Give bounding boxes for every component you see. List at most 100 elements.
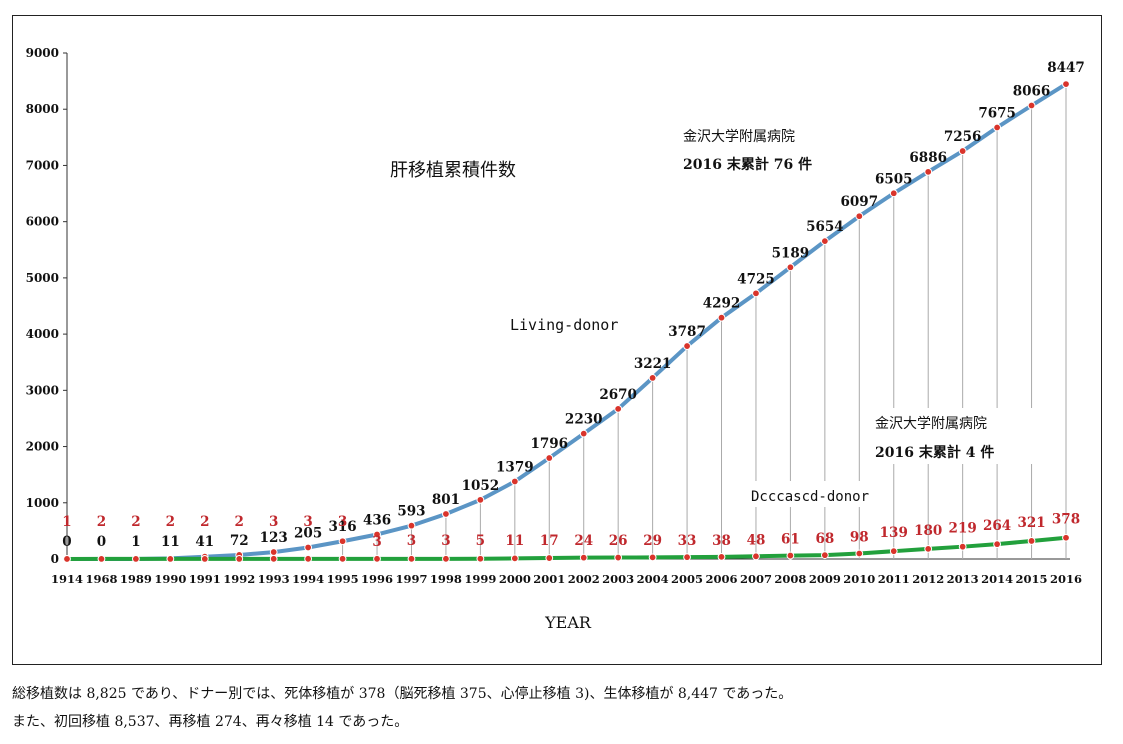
data-point xyxy=(648,553,657,562)
data-label-living: 3787 xyxy=(668,324,706,340)
x-tick-label: 1998 xyxy=(430,572,462,586)
data-label-living: 4292 xyxy=(703,296,741,312)
data-point xyxy=(683,342,691,350)
data-point xyxy=(614,553,623,562)
y-tick-label: 9000 xyxy=(26,46,59,60)
data-label-living: 8066 xyxy=(1013,84,1051,100)
chart-title: 肝移植累積件数 xyxy=(390,160,516,181)
data-label-deceased: 11 xyxy=(505,533,524,549)
data-point xyxy=(648,374,657,382)
data-label-living: 7675 xyxy=(978,105,1016,121)
data-label-deceased: 2 xyxy=(131,514,140,530)
data-label-living: 2670 xyxy=(599,387,637,403)
x-tick-label: 2014 xyxy=(981,572,1013,586)
data-label-deceased: 219 xyxy=(949,521,977,537)
y-tick-label: 6000 xyxy=(26,215,59,229)
data-point xyxy=(407,554,416,563)
x-tick-label: 1968 xyxy=(85,572,117,586)
y-tick-label: 5000 xyxy=(26,271,59,285)
data-point xyxy=(166,554,175,563)
data-point xyxy=(786,551,795,560)
annotation-kanazawa-deceased-2: 2016 末累計 4 件 xyxy=(875,444,994,461)
x-tick-label: 2016 xyxy=(1050,572,1082,586)
x-tick-label: 2008 xyxy=(774,572,806,586)
annotation-kanazawa-living-1: 金沢大学附属病院 xyxy=(683,129,795,145)
data-point xyxy=(476,495,485,504)
data-label-living: 4725 xyxy=(737,271,775,287)
x-tick-label: 2000 xyxy=(499,572,531,586)
data-point xyxy=(63,555,71,563)
data-point xyxy=(752,289,760,298)
summary-note-1: 総移植数は 8,825 であり、ドナー別では、死体移植が 378（脳死移植 37… xyxy=(12,686,793,702)
data-label-deceased: 3 xyxy=(441,533,450,549)
data-label-deceased: 38 xyxy=(712,533,731,549)
y-tick-label: 3000 xyxy=(26,383,59,397)
data-label-living: 8447 xyxy=(1047,60,1085,76)
data-point xyxy=(958,542,967,551)
data-label-living: 2230 xyxy=(565,412,603,428)
x-tick-label: 2011 xyxy=(878,572,910,586)
data-label-deceased: 17 xyxy=(540,533,559,549)
data-point xyxy=(510,554,519,563)
data-point xyxy=(407,521,416,530)
data-point xyxy=(1027,537,1036,545)
data-point xyxy=(304,554,313,563)
data-label-deceased: 2 xyxy=(166,514,175,530)
data-label-deceased: 33 xyxy=(678,533,697,549)
data-label-living: 593 xyxy=(397,504,425,520)
x-tick-label: 1996 xyxy=(361,572,393,586)
data-point xyxy=(614,404,623,413)
data-label-living: 11 xyxy=(161,534,180,550)
data-label-deceased: 98 xyxy=(850,529,869,545)
series-line-deceased-donor xyxy=(66,535,1067,561)
x-tick-label: 1989 xyxy=(120,572,152,586)
data-point xyxy=(97,554,106,563)
data-label-living: 0 xyxy=(97,534,106,550)
data-label-deceased: 26 xyxy=(609,533,628,549)
data-label-living: 6505 xyxy=(875,171,913,187)
data-point xyxy=(752,552,760,561)
data-point xyxy=(717,313,726,322)
data-point xyxy=(993,540,1002,549)
data-label-deceased: 24 xyxy=(574,533,593,549)
data-label-living: 5189 xyxy=(772,245,810,261)
data-label-living: 7256 xyxy=(944,129,982,145)
data-point xyxy=(683,553,691,562)
y-tick-label: 8000 xyxy=(26,102,59,116)
x-axis-label: YEAR xyxy=(544,613,592,632)
y-tick-label: 2000 xyxy=(26,440,59,454)
x-tick-label: 2003 xyxy=(602,572,634,586)
annotation-bg xyxy=(678,124,828,180)
x-tick-label: 2006 xyxy=(706,572,738,586)
data-point xyxy=(820,551,829,560)
data-label-living: 1379 xyxy=(496,459,534,475)
x-tick-label: 2005 xyxy=(671,572,703,586)
x-tick-label: 1991 xyxy=(189,572,221,586)
data-point xyxy=(1027,101,1036,110)
data-label-living: 123 xyxy=(260,530,288,546)
line-chart: 0 1000 2000 3000 4000 5000 6000 7000 8000 9000 191… xyxy=(26,46,1085,632)
data-label-living: 6886 xyxy=(909,150,947,166)
series-line-living-donor xyxy=(67,82,1068,561)
data-point xyxy=(269,554,278,563)
annotation-kanazawa-living-2: 2016 末累計 76 件 xyxy=(683,156,812,173)
data-point xyxy=(889,547,898,556)
data-label-living: 205 xyxy=(294,525,322,541)
data-point xyxy=(373,530,381,539)
x-tick-label: 2001 xyxy=(533,572,565,586)
series-label-deceased-donor: Dcccascd-donor xyxy=(751,489,869,505)
data-point xyxy=(924,544,933,553)
data-point xyxy=(1062,80,1070,88)
x-tick-label: 1992 xyxy=(223,572,255,586)
data-label-living: 0 xyxy=(62,534,71,550)
data-label-deceased: 139 xyxy=(880,525,908,541)
data-point xyxy=(889,189,898,198)
data-point xyxy=(373,554,381,563)
data-label-living: 1796 xyxy=(530,436,568,452)
data-label-deceased: 61 xyxy=(781,532,800,548)
data-label-deceased: 3 xyxy=(338,514,347,530)
data-point xyxy=(304,543,313,552)
x-tick-label: 1999 xyxy=(464,572,496,586)
data-point xyxy=(442,510,450,518)
x-tick-label: 1914 xyxy=(51,572,83,586)
